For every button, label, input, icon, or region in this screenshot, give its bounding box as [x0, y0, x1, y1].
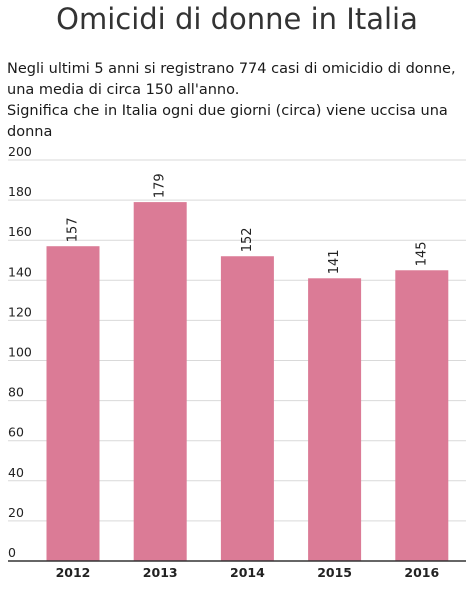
y-tick-label: 60	[8, 425, 24, 440]
y-tick-label: 20	[8, 505, 24, 520]
bar-2012	[46, 246, 100, 561]
x-tick-label: 2013	[143, 565, 178, 580]
bar-2015	[308, 278, 362, 561]
data-label: 152	[240, 227, 255, 252]
y-tick-label: 140	[8, 264, 32, 279]
y-tick-label: 180	[8, 184, 32, 199]
bar-2014	[220, 256, 274, 561]
bar-2016	[395, 270, 449, 561]
subtitle-line-1: Negli ultimi 5 anni si registrano 774 ca…	[7, 61, 456, 98]
y-tick-label: 80	[8, 385, 24, 400]
x-tick-label: 2016	[404, 565, 439, 580]
data-label: 179	[153, 173, 168, 198]
y-tick-label: 100	[8, 345, 32, 360]
y-tick-label: 120	[8, 304, 32, 319]
y-tick-label: 40	[8, 465, 24, 480]
x-tick-label: 2015	[317, 565, 352, 580]
y-tick-label: 160	[8, 224, 32, 239]
x-tick-label: 2012	[56, 565, 91, 580]
data-label: 145	[414, 241, 429, 266]
chart-title: Omicidi di donne in Italia	[56, 2, 418, 36]
bar-2013	[133, 202, 187, 562]
data-label: 141	[327, 249, 342, 274]
y-tick-label: 0	[8, 545, 16, 560]
x-tick-label: 2014	[230, 565, 265, 580]
chart-subtitle: Negli ultimi 5 anni si registrano 774 ca…	[7, 59, 469, 143]
y-tick-label: 200	[8, 144, 32, 159]
subtitle-line-2: Significa che in Italia ogni due giorni …	[7, 103, 448, 140]
data-label: 157	[66, 217, 81, 242]
